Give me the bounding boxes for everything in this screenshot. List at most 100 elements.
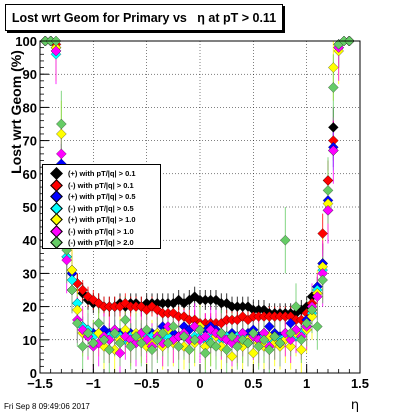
data-point <box>264 344 275 355</box>
legend-label: (+) with pT/|q| > 1.0 <box>68 215 136 224</box>
x-tick-label: −1 <box>86 376 101 391</box>
legend-entry: (-) with pT/|q| > 0.1 <box>43 178 160 192</box>
data-point <box>114 347 126 359</box>
legend: (+) with pT/|q| > 0.1 (-) with pT/|q| > 0… <box>42 164 161 249</box>
data-point <box>221 344 232 355</box>
data-point <box>162 337 174 349</box>
data-point <box>146 344 158 355</box>
data-point <box>114 337 126 349</box>
y-tick-label: 80 <box>23 100 37 115</box>
legend-marker <box>50 236 63 249</box>
data-point <box>248 347 259 359</box>
x-tick-label: 0 <box>196 376 203 391</box>
data-point <box>328 145 339 156</box>
legend-entry: (+) with pT/|q| > 0.5 <box>43 190 160 203</box>
data-point <box>328 62 339 73</box>
data-point <box>173 341 184 352</box>
y-tick-label: 20 <box>23 300 37 315</box>
data-point <box>104 344 115 355</box>
y-tick-label: 30 <box>23 266 37 281</box>
data-point <box>130 331 142 342</box>
data-point <box>296 334 307 346</box>
data-point <box>109 327 120 339</box>
legend-marker <box>50 213 63 226</box>
legend-entry: (+) with pT/|q| > 1.0 <box>43 213 160 226</box>
data-point <box>216 327 227 339</box>
data-point <box>328 82 339 93</box>
data-point <box>248 327 259 339</box>
data-point <box>322 185 334 196</box>
legend-label: (-) with pT/|q| > 0.1 <box>68 180 134 190</box>
data-point <box>317 274 328 286</box>
y-tick-label: 100 <box>15 34 37 49</box>
data-point <box>210 341 222 352</box>
data-point <box>200 331 211 342</box>
x-tick-label: −1.5 <box>27 376 53 391</box>
data-point <box>322 205 334 216</box>
data-point <box>98 334 110 346</box>
data-point <box>194 324 206 336</box>
data-point <box>136 337 147 349</box>
legend-entry: (-) with pT/|q| > 1.0 <box>43 224 160 238</box>
data-point <box>178 331 190 342</box>
x-axis-label: η <box>351 398 359 413</box>
data-point <box>285 341 296 352</box>
data-point <box>253 341 264 352</box>
data-point <box>56 118 67 130</box>
chart-title: Lost wrt Geom for Primary vs η at pT > 0… <box>11 10 277 25</box>
data-point <box>66 264 78 276</box>
y-tick-label: 40 <box>23 233 37 248</box>
y-tick-label: 50 <box>23 200 37 215</box>
data-point <box>296 344 307 355</box>
data-point <box>141 324 152 336</box>
data-point <box>317 228 328 239</box>
data-point <box>285 327 296 339</box>
data-point <box>61 254 72 266</box>
data-point <box>157 327 168 339</box>
data-point <box>258 334 270 346</box>
data-point <box>88 337 99 349</box>
data-point <box>312 291 323 302</box>
data-point <box>56 148 67 160</box>
data-point <box>72 317 83 329</box>
legend-label: (-) with pT/|q| > 1.0 <box>68 226 134 236</box>
data-point <box>184 344 195 355</box>
timestamp: Fri Sep 8 09:49:06 2017 <box>4 402 90 411</box>
legend-label: (+) with pT/|q| > 0.1 <box>68 169 136 178</box>
data-point <box>152 334 163 346</box>
x-tick-label: −0.5 <box>134 376 160 391</box>
data-point <box>285 334 296 346</box>
data-point <box>125 341 136 352</box>
y-tick-label: 10 <box>23 333 37 348</box>
legend-marker <box>50 190 63 203</box>
x-tick-label: 1.5 <box>351 376 369 391</box>
data-point <box>120 314 131 326</box>
data-point <box>189 334 200 346</box>
data-point <box>50 45 62 57</box>
data-point <box>93 317 104 329</box>
data-point <box>226 331 238 342</box>
data-point <box>306 304 318 316</box>
data-point <box>306 311 318 322</box>
data-point <box>322 175 334 186</box>
title-box: Lost wrt Geom for Primary vs η at pT > 0… <box>5 4 283 31</box>
data-point <box>168 321 179 332</box>
data-point <box>66 284 78 296</box>
legend-label: (-) with pT/|q| > 2.0 <box>68 238 134 247</box>
x-tick-label: 1 <box>303 376 310 391</box>
data-point <box>301 317 312 329</box>
y-tick-label: 90 <box>23 67 37 82</box>
data-point <box>312 321 323 332</box>
y-tick-label: 0 <box>30 366 37 381</box>
x-tick-label: 0.5 <box>244 376 262 391</box>
data-point <box>56 128 67 140</box>
data-point <box>290 301 302 312</box>
data-point <box>200 347 211 359</box>
legend-label: (-) with pT/|q| > 0.5 <box>68 203 134 213</box>
data-point <box>77 341 88 352</box>
data-point <box>274 337 286 349</box>
legend-marker <box>50 167 63 180</box>
data-point <box>328 122 339 133</box>
y-tick-label: 60 <box>23 167 37 182</box>
